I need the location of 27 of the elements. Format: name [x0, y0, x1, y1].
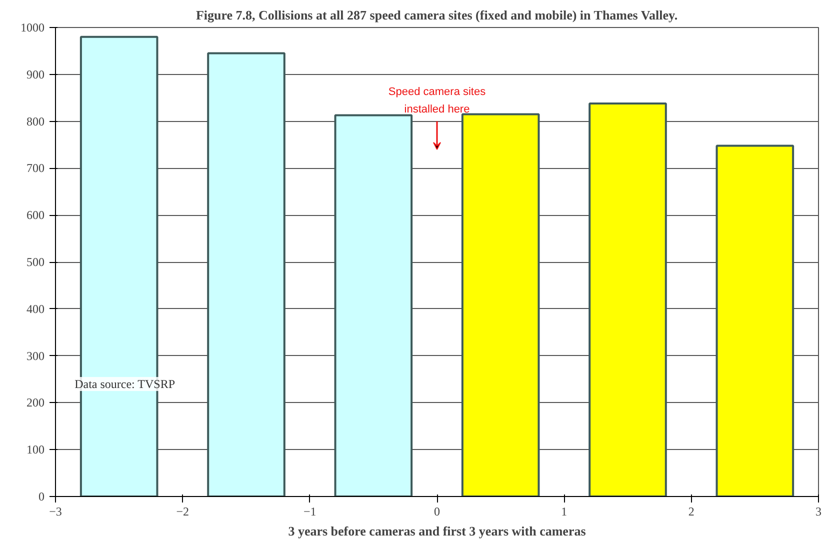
chart-title: Figure 7.8, Collisions at all 287 speed camera sites (fixed and mobile) in Thames Valley. — [196, 8, 678, 22]
y-tick-label: 0 — [38, 490, 44, 504]
x-tick-label: −1 — [303, 504, 316, 518]
x-tick-label: 3 — [816, 504, 822, 518]
y-tick-label: 1000 — [20, 20, 44, 34]
x-tick-label: 1 — [561, 504, 568, 518]
y-tick-label: 600 — [26, 208, 44, 222]
y-tick-label: 800 — [26, 114, 44, 128]
x-tick-label: 2 — [688, 504, 694, 518]
bar — [716, 144, 794, 496]
annotation: Data source: TVSRP — [74, 376, 176, 391]
bar — [588, 102, 667, 496]
y-tick-label: 300 — [26, 348, 44, 363]
y-tick-label: 700 — [26, 161, 44, 176]
bar — [207, 52, 286, 496]
bar — [461, 113, 540, 496]
y-tick-label: 200 — [26, 396, 44, 410]
y-tick-label: 400 — [26, 302, 44, 316]
y-tick-label: 100 — [26, 442, 44, 457]
x-tick-label: −2 — [176, 504, 190, 518]
annotation: Speed camera sites installed here — [388, 86, 486, 116]
y-tick-label: 500 — [26, 255, 44, 269]
y-tick-label: 900 — [26, 67, 44, 82]
x-tick-label: −3 — [49, 504, 62, 518]
x-tick-label: 0 — [434, 504, 440, 518]
x-axis-title: 3 years before cameras and first 3 years with cameras — [288, 524, 586, 538]
bar — [334, 114, 413, 496]
